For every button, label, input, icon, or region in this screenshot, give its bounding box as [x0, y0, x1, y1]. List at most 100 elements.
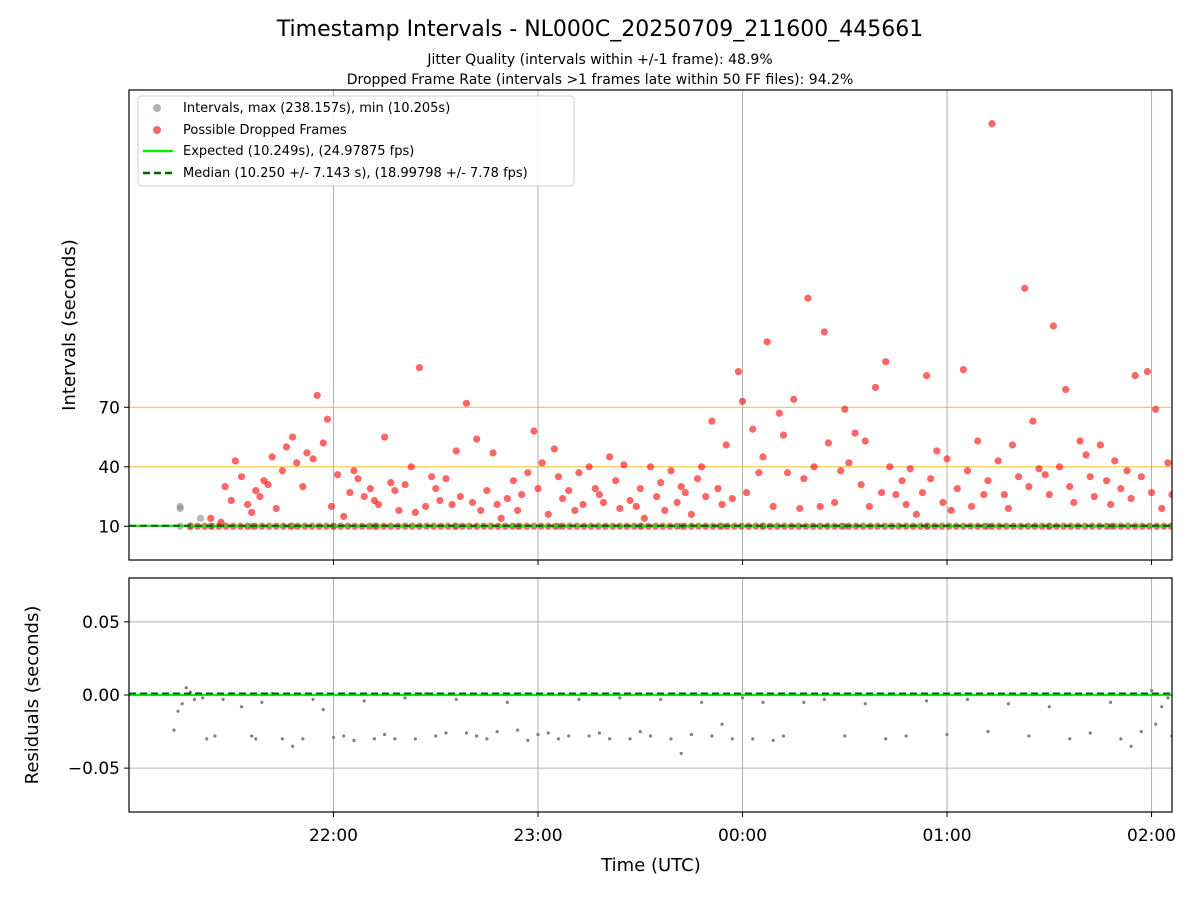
- dropped-frame-point: [571, 506, 579, 515]
- dropped-frame-point: [871, 383, 880, 392]
- residual-point: [291, 744, 295, 748]
- dropped-frame-point: [779, 431, 788, 439]
- dropped-frame-point: [456, 492, 464, 501]
- residual-point: [710, 734, 714, 738]
- dropped-frame-point: [489, 449, 497, 457]
- dropped-frame-point: [673, 498, 681, 507]
- legend-box: [137, 95, 575, 187]
- dropped-frame-point: [922, 371, 931, 380]
- residual-point: [1088, 731, 1092, 735]
- dropped-frame-point: [381, 433, 389, 441]
- residual-point: [205, 737, 209, 741]
- residual-point: [904, 734, 908, 738]
- dropped-frame-point: [738, 397, 747, 405]
- residual-point: [597, 731, 601, 735]
- residual-point: [1027, 734, 1031, 738]
- dropped-frame-point: [632, 502, 640, 511]
- dropped-frame-point: [605, 453, 614, 461]
- dropped-frame-point: [366, 485, 374, 493]
- residual-point: [567, 734, 571, 738]
- dropped-frame-point: [620, 461, 628, 469]
- dropped-frame-point: [755, 469, 763, 477]
- residual-point: [180, 702, 184, 706]
- residual-point: [1119, 737, 1123, 741]
- dropped-frame-point: [509, 477, 518, 485]
- residual-point: [577, 697, 581, 701]
- figure-title: Timestamp Intervals - NL000C_20250709_21…: [276, 17, 923, 42]
- dropped-frame-point: [857, 481, 865, 489]
- dropped-frame-point: [334, 471, 342, 479]
- top-y-tick-label: 10: [98, 517, 120, 537]
- bottom-points: [172, 686, 1172, 756]
- dropped-frame-point: [282, 443, 291, 451]
- dropped-frame-point: [927, 475, 935, 483]
- residual-point: [720, 722, 724, 726]
- residual-point: [444, 731, 448, 735]
- dropped-frame-point: [912, 510, 920, 518]
- dropped-frame-point: [544, 510, 552, 518]
- legend-dropped-label: Possible Dropped Frames: [183, 123, 347, 138]
- dropped-frame-point: [217, 518, 225, 526]
- dropped-frame-point: [354, 475, 362, 483]
- residual-point: [628, 737, 632, 741]
- dropped-frame-point: [708, 417, 716, 425]
- legend-intervals-label: Intervals, max (238.157s), min (10.205s): [183, 101, 450, 116]
- jitter-quality-subtitle: Jitter Quality (intervals within +/-1 fr…: [426, 52, 772, 68]
- dropped-frame-point: [1066, 483, 1074, 491]
- dropped-frame-point: [743, 488, 751, 497]
- residual-point: [454, 697, 458, 701]
- dropped-frame-point: [1102, 477, 1111, 485]
- residual-point: [884, 737, 888, 741]
- dropped-frame-point: [1025, 483, 1033, 491]
- residual-point: [383, 732, 387, 737]
- residual-point: [475, 734, 479, 738]
- intervals-plot: 10 40 70: [98, 89, 1173, 565]
- dropped-frame-point: [728, 494, 736, 503]
- residual-point: [740, 696, 745, 700]
- dropped-frame-point: [702, 492, 710, 501]
- residual-point: [618, 696, 622, 700]
- dropped-frame-point: [994, 457, 1002, 465]
- dropped-frame-point: [323, 415, 331, 423]
- dropped-frame-point: [810, 463, 818, 471]
- dropped-frame-point: [1045, 490, 1053, 499]
- dropped-frame-point: [313, 391, 321, 400]
- dropped-frame-point: [256, 492, 264, 501]
- residual-point: [1047, 705, 1051, 709]
- dropped-frame-point: [1004, 504, 1012, 513]
- dropped-frame-point: [1035, 465, 1043, 473]
- dropped-frame-point: [953, 485, 961, 493]
- dropped-frame-point: [340, 512, 348, 520]
- dropped-frame-point: [861, 437, 869, 445]
- legend: Intervals, max (238.157s), min (10.205s)…: [137, 95, 575, 187]
- residuals-plot: −0.05 0.00 0.05 22:00 23:00 00:00 01:00 02:00: [68, 577, 1176, 846]
- dropped-frame-point: [1041, 471, 1049, 479]
- residual-point: [1166, 696, 1170, 700]
- dropped-frame-point: [1131, 371, 1139, 380]
- dropped-frame-point: [407, 463, 415, 471]
- dropped-frame-point: [421, 502, 430, 511]
- dropped-frame-subtitle: Dropped Frame Rate (intervals >1 frames …: [347, 72, 854, 88]
- dropped-frame-point: [248, 508, 256, 517]
- residual-point: [254, 737, 258, 741]
- residual-point: [321, 708, 325, 712]
- dropped-frame-point: [1152, 405, 1160, 413]
- dropped-frame-point: [714, 485, 722, 493]
- dropped-frame-point: [493, 500, 501, 509]
- dropped-frame-point: [947, 506, 955, 515]
- dropped-frame-point: [1168, 490, 1172, 499]
- residual-point: [280, 737, 284, 741]
- dropped-frame-point: [436, 496, 444, 505]
- dropped-frame-point: [796, 504, 804, 513]
- residual-point: [679, 751, 683, 756]
- dropped-frame-point: [1096, 441, 1105, 449]
- dropped-frame-point: [769, 502, 777, 511]
- top-frame: [128, 89, 1173, 561]
- residual-point: [260, 700, 264, 704]
- dropped-frame-point: [1062, 385, 1070, 394]
- residual-point: [250, 734, 254, 738]
- dropped-frame-point: [346, 488, 354, 497]
- residual-point: [201, 696, 205, 700]
- residual-point: [176, 709, 180, 713]
- dropped-frame-point: [1111, 457, 1119, 465]
